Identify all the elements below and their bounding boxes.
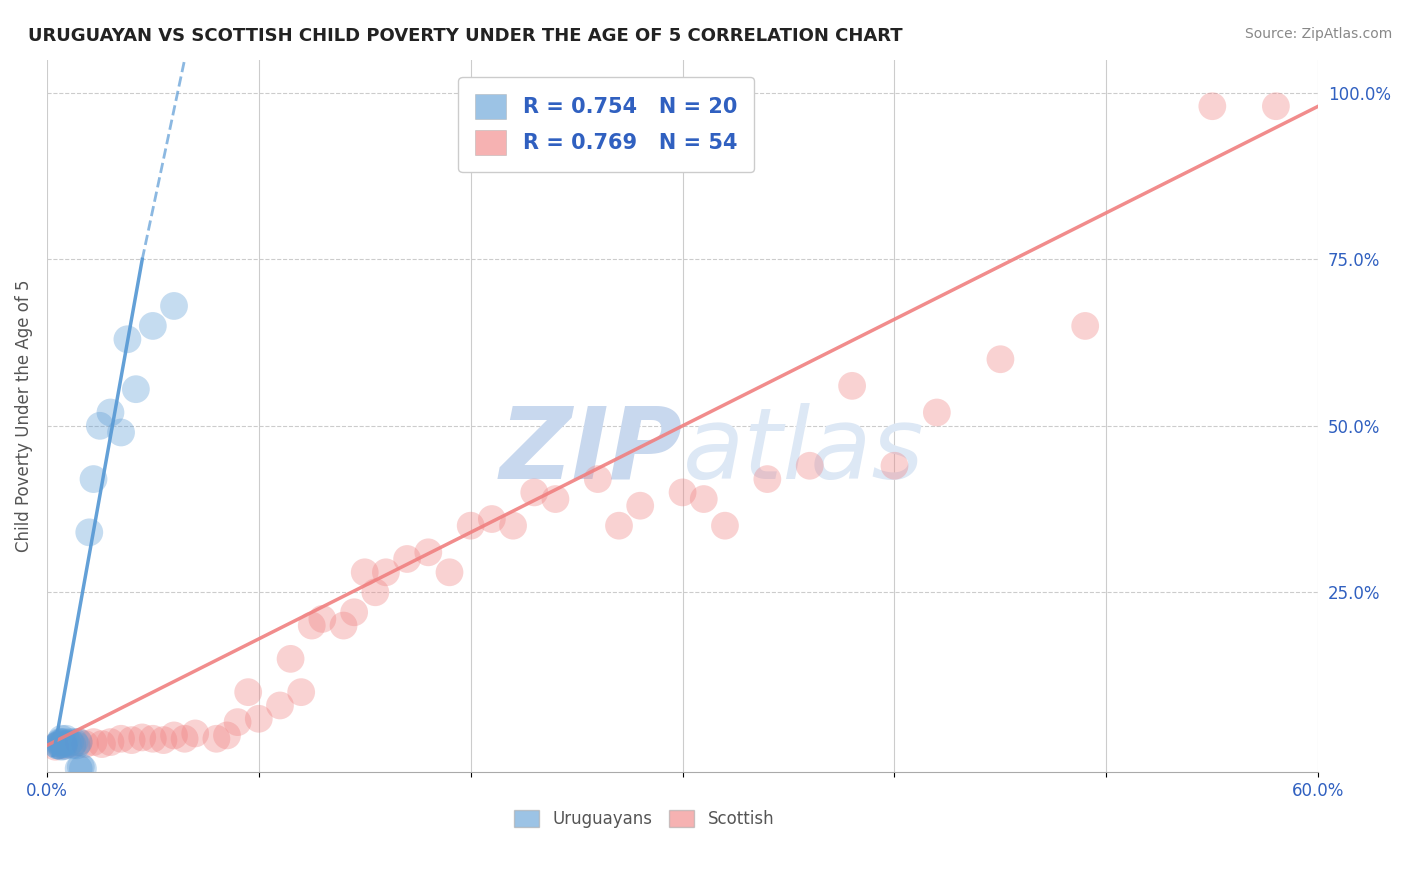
Point (184, 726, 207, 740)
Point (290, 685, 312, 699)
Point (73, 737, 96, 751)
Point (83, 735, 105, 749)
Point (311, 612, 333, 626)
Point (52, 739, 75, 753)
Point (44, 739, 66, 754)
Point (1074, 318, 1097, 333)
Point (301, 618, 323, 632)
Point (628, 499, 651, 513)
Point (799, 458, 821, 473)
Text: URUGUAYAN VS SCOTTISH CHILD POVERTY UNDER THE AGE OF 5 CORRELATION CHART: URUGUAYAN VS SCOTTISH CHILD POVERTY UNDE… (28, 27, 903, 45)
Point (52, 737, 75, 751)
Point (63, 735, 86, 749)
Point (83, 472, 105, 486)
Point (117, 332, 139, 346)
Point (280, 652, 302, 666)
Point (51, 735, 73, 749)
Point (607, 518, 630, 533)
Point (523, 485, 546, 500)
Point (238, 685, 260, 699)
Point (226, 715, 249, 730)
Text: Source: ZipAtlas.com: Source: ZipAtlas.com (1244, 27, 1392, 41)
Point (56, 737, 79, 751)
Point (125, 382, 148, 396)
Point (756, 472, 779, 486)
Point (51, 731, 73, 746)
Point (332, 618, 354, 632)
Y-axis label: Child Poverty Under the Age of 5: Child Poverty Under the Age of 5 (15, 279, 32, 552)
Point (460, 518, 482, 533)
Point (173, 731, 195, 746)
Point (52, 735, 75, 749)
Point (67, 735, 90, 749)
Point (841, 379, 863, 393)
Point (586, 472, 609, 486)
Point (364, 585, 387, 599)
Text: ZIP: ZIP (499, 403, 682, 500)
Point (418, 545, 440, 559)
Point (55, 731, 77, 746)
Point (60, 737, 83, 751)
Point (142, 318, 165, 333)
Point (121, 733, 143, 747)
Point (59, 735, 82, 749)
Point (46, 739, 69, 753)
Point (131, 731, 153, 745)
Point (110, 731, 132, 746)
Point (60, 739, 83, 753)
Point (163, 299, 186, 313)
Point (51, 739, 73, 754)
Point (374, 566, 396, 580)
Point (48, 736, 70, 750)
Point (502, 518, 524, 533)
Point (51, 737, 73, 751)
Point (205, 731, 228, 746)
Point (1201, 99, 1223, 113)
Point (883, 458, 905, 473)
Point (163, 728, 186, 742)
Point (671, 485, 693, 500)
Point (69, 760, 91, 774)
Point (481, 512, 503, 526)
Point (152, 733, 174, 747)
Point (89, 418, 111, 433)
Point (48, 739, 70, 753)
Point (1264, 99, 1286, 113)
Point (77, 525, 100, 540)
Point (100, 735, 122, 749)
Legend: Uruguayans, Scottish: Uruguayans, Scottish (508, 804, 782, 835)
Point (46, 739, 69, 753)
Point (110, 425, 132, 440)
Point (353, 566, 375, 580)
Point (100, 405, 122, 419)
Point (142, 731, 165, 746)
Point (48, 735, 70, 749)
Point (67, 762, 90, 776)
Point (396, 552, 419, 566)
Point (544, 491, 567, 506)
Text: atlas: atlas (682, 403, 924, 500)
Point (269, 698, 291, 713)
Point (215, 728, 238, 742)
Point (67, 735, 90, 749)
Point (343, 605, 366, 619)
Point (714, 518, 737, 533)
Point (439, 566, 461, 580)
Point (72, 762, 94, 776)
Point (65, 739, 87, 753)
Point (91, 737, 114, 751)
Point (52, 739, 75, 753)
Point (925, 405, 948, 419)
Point (247, 712, 270, 726)
Point (990, 352, 1012, 367)
Point (693, 491, 716, 506)
